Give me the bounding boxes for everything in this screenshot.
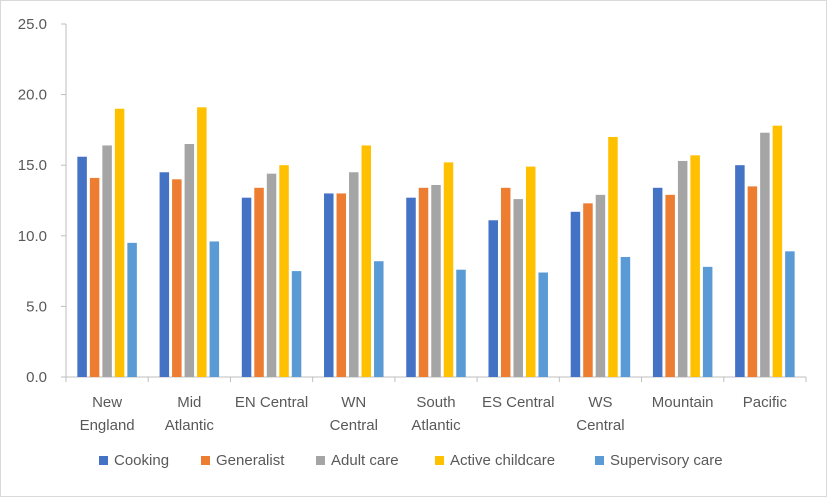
bar-active-childcare	[361, 145, 372, 377]
bar-adult-care	[760, 132, 770, 377]
y-tick-label: 20.0	[18, 87, 47, 104]
legend-swatch	[595, 456, 604, 465]
bar-active-childcare	[197, 107, 207, 378]
x-category-label: Atlantic	[411, 417, 461, 434]
legend-label: Adult care	[331, 452, 399, 469]
y-tick-label: 15.0	[18, 157, 47, 174]
bar-cooking	[77, 156, 87, 377]
bar-active-childcare	[525, 166, 536, 377]
bar-active-childcare	[114, 108, 125, 377]
bar-adult-care	[677, 160, 688, 377]
bar-generalist	[172, 179, 182, 377]
bar-supervisory-care	[620, 256, 631, 377]
bar-supervisory-care	[456, 269, 466, 377]
bar-adult-care	[513, 199, 523, 377]
bar-supervisory-care	[209, 241, 220, 377]
bar-cooking	[570, 211, 581, 377]
bar-generalist	[89, 177, 100, 377]
bar-supervisory-care	[374, 261, 384, 377]
bar-cooking	[241, 197, 252, 377]
bar-cooking	[406, 197, 416, 377]
y-tick-label: 10.0	[18, 228, 47, 245]
legend-swatch	[435, 456, 444, 465]
bar-adult-care	[266, 173, 277, 377]
bar-active-childcare	[443, 162, 454, 377]
bar-generalist	[747, 186, 758, 377]
y-tick-label: 25.0	[18, 16, 47, 33]
y-tick-label: 5.0	[26, 298, 47, 315]
bar-cooking	[159, 172, 170, 377]
x-category-label: Atlantic	[165, 417, 215, 434]
bar-adult-care	[431, 184, 441, 377]
legend-label: Cooking	[114, 452, 169, 469]
bar-generalist	[336, 193, 347, 377]
x-category-label: Central	[576, 417, 624, 434]
x-category-label: EN Central	[235, 394, 308, 411]
legend-swatch	[316, 456, 325, 465]
legend-swatch	[99, 456, 108, 465]
bar-active-childcare	[279, 165, 289, 377]
legend-label: Active childcare	[450, 452, 555, 469]
legend-label: Generalist	[216, 452, 285, 469]
bar-active-childcare	[608, 136, 618, 377]
bar-generalist	[583, 203, 593, 377]
bar-adult-care	[595, 194, 606, 377]
x-category-label: Central	[330, 417, 378, 434]
bar-supervisory-care	[702, 266, 713, 377]
x-category-label: Mountain	[652, 394, 714, 411]
bar-adult-care	[184, 144, 195, 377]
bar-supervisory-care	[538, 272, 548, 377]
x-category-label: New	[92, 394, 122, 411]
x-category-label: Mid	[177, 394, 201, 411]
bar-generalist	[665, 194, 675, 377]
x-category-label: WS	[588, 394, 612, 411]
bar-generalist	[500, 187, 511, 377]
bar-generalist	[418, 187, 429, 377]
x-category-label: WN	[341, 394, 366, 411]
x-category-label: ES Central	[482, 394, 555, 411]
bar-active-childcare	[772, 125, 783, 377]
bar-supervisory-care	[127, 242, 137, 377]
bar-generalist	[254, 187, 264, 377]
x-category-label: Pacific	[743, 394, 788, 411]
legend-label: Supervisory care	[610, 452, 723, 469]
bar-cooking	[652, 187, 663, 377]
bar-cooking	[488, 220, 498, 377]
bar-supervisory-care	[291, 271, 302, 377]
bar-supervisory-care	[785, 251, 795, 377]
bar-cooking	[324, 193, 334, 377]
x-category-label: South	[416, 394, 455, 411]
bar-adult-care	[349, 172, 359, 377]
bar-adult-care	[102, 145, 112, 377]
bar-cooking	[735, 165, 745, 377]
legend-swatch	[201, 456, 210, 465]
x-category-label: England	[80, 417, 135, 434]
y-tick-label: 0.0	[26, 369, 47, 386]
bar-active-childcare	[690, 155, 700, 377]
